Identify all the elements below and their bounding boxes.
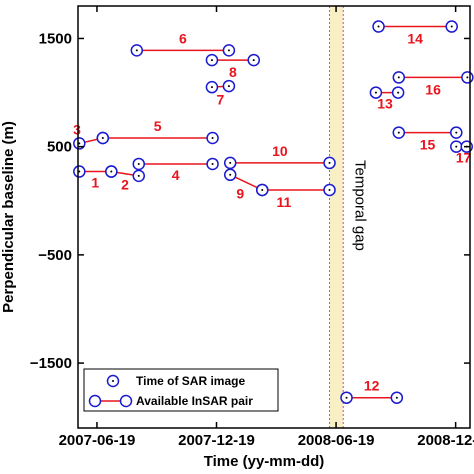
y-tick-label: 500 bbox=[47, 139, 72, 156]
sar-image-marker-dot bbox=[397, 91, 400, 94]
insar-pair: 12 bbox=[340, 378, 404, 404]
pair-label: 3 bbox=[73, 122, 81, 138]
insar-pair: 13 bbox=[369, 86, 405, 112]
insar-pair: 11 bbox=[255, 183, 336, 210]
pair-label: 8 bbox=[229, 64, 237, 80]
temporal-gap-band bbox=[329, 6, 344, 428]
insar-pair: 5 bbox=[96, 118, 219, 145]
sar-image-marker-dot bbox=[137, 174, 140, 177]
sar-image-marker-dot bbox=[227, 49, 230, 52]
sar-image-marker-dot bbox=[227, 85, 230, 88]
legend-label-insar-pair: Available InSAR pair bbox=[136, 394, 253, 408]
sar-image-marker-dot bbox=[211, 162, 214, 165]
legend: Time of SAR image Available InSAR pair bbox=[83, 368, 279, 412]
temporal-gap-label: Temporal gap bbox=[351, 160, 368, 251]
insar-pair: 14 bbox=[372, 20, 458, 47]
sar-image-marker-dot bbox=[377, 25, 380, 28]
y-tick-label: −1500 bbox=[30, 355, 72, 372]
pair-label: 4 bbox=[172, 167, 180, 183]
legend-marker-sar-image-dot bbox=[112, 380, 114, 382]
sar-image-marker-dot bbox=[135, 49, 138, 52]
pair-label: 6 bbox=[179, 30, 187, 46]
sar-image-marker-dot bbox=[455, 131, 458, 134]
y-tick-label: −500 bbox=[38, 247, 72, 264]
pair-label: 1 bbox=[91, 175, 99, 191]
pair-label: 5 bbox=[154, 118, 162, 134]
insar-pair: 17 bbox=[450, 140, 473, 166]
pair-label: 17 bbox=[456, 150, 472, 166]
legend-pair-marker-start bbox=[88, 394, 102, 408]
pair-label: 7 bbox=[217, 92, 225, 108]
sar-image-marker-dot bbox=[466, 76, 469, 79]
sar-image-marker-dot bbox=[210, 86, 213, 89]
insar-pair: 15 bbox=[392, 126, 463, 153]
pair-label: 16 bbox=[425, 81, 441, 97]
insar-pair: 16 bbox=[392, 71, 474, 97]
x-tick-label: 2008-12-19 bbox=[417, 432, 474, 449]
pair-label: 15 bbox=[420, 137, 436, 153]
x-tick-label: 2007-06-19 bbox=[59, 432, 136, 449]
y-axis-ticks: 1500 500 −500 −1500 bbox=[30, 30, 470, 372]
sar-image-marker-dot bbox=[397, 76, 400, 79]
insar-pair: 8 bbox=[205, 53, 260, 80]
sar-image-marker-dot bbox=[450, 25, 453, 28]
sar-image-marker-dot bbox=[101, 137, 104, 140]
insar-pair: 7 bbox=[205, 79, 236, 108]
sar-image-marker-dot bbox=[78, 170, 81, 173]
pair-label: 14 bbox=[407, 31, 423, 47]
plot-frame bbox=[77, 5, 471, 429]
x-tick-label: 2008-06-19 bbox=[298, 432, 375, 449]
legend-pair-marker-end bbox=[119, 394, 133, 408]
x-axis-ticks: 2007-06-19 2007-12-19 2008-06-19 2008-12-19 bbox=[59, 6, 474, 449]
sar-image-marker-dot bbox=[397, 131, 400, 134]
sar-image-marker-dot bbox=[374, 91, 377, 94]
sar-image-marker-dot bbox=[110, 170, 113, 173]
sar-image-marker-dot bbox=[261, 188, 264, 191]
pair-label: 2 bbox=[121, 177, 129, 193]
y-tick-label: 1500 bbox=[39, 30, 72, 47]
sar-image-marker-dot bbox=[229, 173, 232, 176]
sar-image-marker-dot bbox=[210, 59, 213, 62]
pair-label: 11 bbox=[276, 194, 291, 210]
sar-image-marker-dot bbox=[229, 161, 232, 164]
x-axis-title: Time (yy-mm-dd) bbox=[204, 453, 325, 470]
sar-image-marker-dot bbox=[455, 145, 458, 148]
x-tick-label: 2007-12-19 bbox=[178, 432, 255, 449]
sar-image-marker-dot bbox=[137, 162, 140, 165]
y-axis-title: Perpendicular baseline (m) bbox=[0, 121, 17, 313]
sar-image-marker-dot bbox=[252, 59, 255, 62]
sar-image-marker-dot bbox=[395, 396, 398, 399]
pair-label: 13 bbox=[377, 96, 393, 112]
pair-label: 10 bbox=[272, 143, 288, 159]
legend-label-sar-image: Time of SAR image bbox=[136, 374, 245, 388]
insar-pair: 6 bbox=[130, 30, 236, 57]
insar-pair: 2 bbox=[105, 165, 146, 193]
insar-pair: 4 bbox=[132, 157, 219, 183]
sar-image-marker-dot bbox=[328, 161, 331, 164]
sar-image-marker-dot bbox=[345, 396, 348, 399]
sar-image-marker-dot bbox=[78, 142, 81, 145]
sar-image-marker-dot bbox=[328, 188, 331, 191]
pair-label: 12 bbox=[364, 378, 380, 394]
pair-label: 9 bbox=[236, 185, 244, 201]
sar-image-marker-dot bbox=[211, 137, 214, 140]
insar-pair: 10 bbox=[223, 143, 336, 170]
